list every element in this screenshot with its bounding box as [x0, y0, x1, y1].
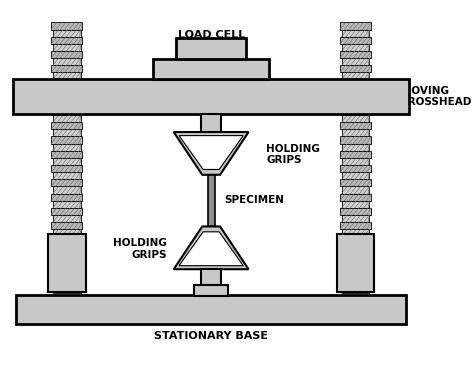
Bar — [201, 114, 221, 132]
Bar — [53, 44, 81, 51]
Bar — [176, 38, 246, 59]
Bar — [51, 65, 82, 72]
Bar — [51, 151, 82, 158]
Bar — [342, 144, 369, 151]
Bar — [53, 72, 81, 80]
Bar — [53, 243, 81, 251]
Polygon shape — [179, 136, 243, 169]
Bar — [340, 194, 371, 200]
Bar — [53, 30, 81, 37]
Text: STATIONARY BASE: STATIONARY BASE — [154, 331, 268, 341]
Polygon shape — [179, 232, 243, 266]
Bar — [342, 200, 369, 208]
Bar — [340, 65, 371, 72]
Bar — [153, 59, 269, 78]
Bar — [51, 108, 82, 115]
Bar — [340, 37, 371, 44]
Bar — [342, 58, 369, 65]
Bar — [53, 286, 81, 293]
Bar — [51, 22, 82, 30]
Bar — [201, 269, 221, 285]
Polygon shape — [174, 132, 248, 175]
Bar — [340, 236, 371, 243]
Bar — [51, 165, 82, 172]
Bar — [51, 37, 82, 44]
Bar — [340, 80, 371, 86]
Bar — [342, 215, 369, 222]
Bar — [53, 144, 81, 151]
Bar — [51, 94, 82, 101]
Bar — [342, 186, 369, 194]
Bar — [342, 286, 369, 293]
Bar — [13, 78, 409, 114]
Bar — [340, 222, 371, 229]
Bar — [208, 175, 215, 227]
Bar — [53, 186, 81, 194]
Bar — [340, 179, 371, 186]
Bar — [51, 80, 82, 86]
Bar — [340, 122, 371, 129]
Bar — [342, 115, 369, 122]
Bar — [51, 279, 82, 286]
Bar — [342, 172, 369, 179]
Bar — [340, 165, 371, 172]
Bar — [194, 285, 228, 296]
Bar — [51, 236, 82, 243]
Bar — [340, 279, 371, 286]
Bar — [53, 258, 81, 265]
Bar — [340, 94, 371, 101]
Bar — [342, 258, 369, 265]
Bar — [48, 235, 85, 293]
Bar — [16, 295, 406, 324]
Bar — [51, 136, 82, 144]
Bar — [342, 129, 369, 136]
Bar — [51, 51, 82, 58]
Bar — [53, 229, 81, 236]
Bar — [51, 179, 82, 186]
Bar — [51, 251, 82, 258]
Bar — [342, 72, 369, 80]
Bar — [53, 215, 81, 222]
Bar — [51, 208, 82, 215]
Bar — [53, 200, 81, 208]
Bar — [340, 108, 371, 115]
Bar — [53, 115, 81, 122]
Bar — [51, 194, 82, 200]
Text: LOAD CELL: LOAD CELL — [178, 30, 245, 39]
Bar — [340, 151, 371, 158]
Bar — [53, 158, 81, 165]
Bar — [342, 158, 369, 165]
Bar — [340, 251, 371, 258]
Bar — [53, 58, 81, 65]
Bar — [53, 101, 81, 108]
Bar — [342, 44, 369, 51]
Bar — [340, 208, 371, 215]
Text: MOVING
CROSSHEAD: MOVING CROSSHEAD — [401, 86, 472, 107]
Text: HOLDING
GRIPS: HOLDING GRIPS — [113, 238, 166, 260]
Bar — [340, 22, 371, 30]
Bar — [340, 265, 371, 272]
Bar — [337, 235, 374, 293]
Text: HOLDING
GRIPS: HOLDING GRIPS — [266, 144, 320, 165]
Bar — [342, 86, 369, 94]
Bar — [51, 265, 82, 272]
Bar — [340, 136, 371, 144]
Text: SPECIMEN: SPECIMEN — [225, 195, 284, 205]
Bar — [340, 51, 371, 58]
Bar — [51, 222, 82, 229]
Bar — [53, 272, 81, 279]
Bar — [342, 272, 369, 279]
Bar — [53, 172, 81, 179]
Bar — [342, 229, 369, 236]
Bar — [342, 243, 369, 251]
Bar — [342, 30, 369, 37]
Bar — [53, 129, 81, 136]
Bar — [51, 122, 82, 129]
Bar — [53, 86, 81, 94]
Bar — [342, 101, 369, 108]
Polygon shape — [174, 227, 248, 269]
